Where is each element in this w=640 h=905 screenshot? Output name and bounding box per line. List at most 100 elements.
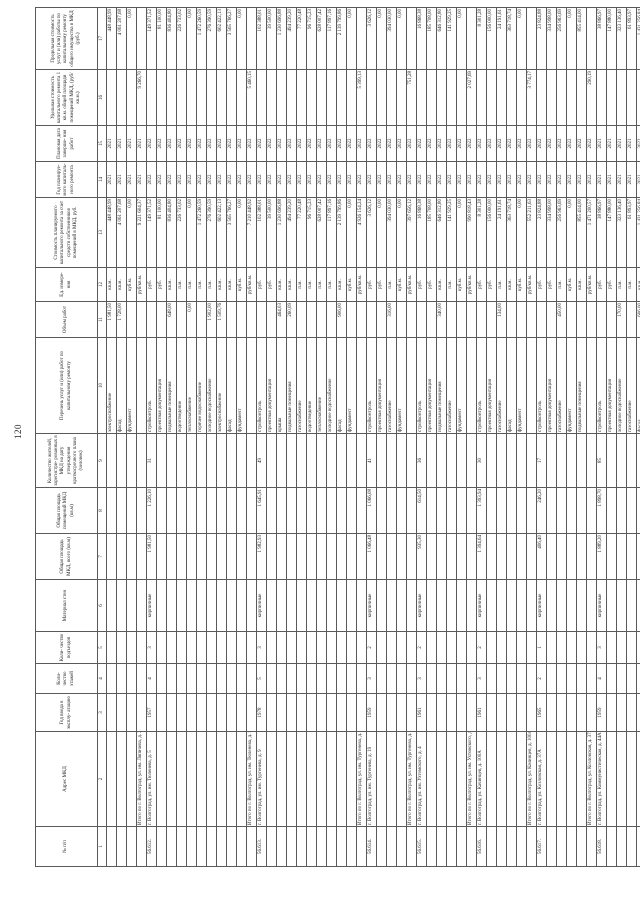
cell-unit_cost (436, 69, 447, 126)
table-row-work: холодное водоснабжение п.м. 117 897,16 2022… (326, 7, 337, 867)
cell-unit_cost (606, 69, 617, 126)
cell-area_total (556, 533, 567, 580)
cell-volume (526, 301, 537, 338)
cell-unit: п.м. (186, 267, 197, 302)
cell-cost: 0,00 (376, 197, 387, 268)
cell-finish_date: 2022 (456, 125, 467, 162)
cell-area_total (586, 533, 597, 580)
cell-volume (456, 301, 467, 338)
cell-unit_cost (416, 69, 427, 126)
cell-work: фундамент (126, 337, 137, 434)
cell-limit_cost: 4 061 207,68 (116, 7, 127, 70)
cell-num (306, 826, 317, 867)
cell-area_premises (196, 487, 207, 534)
cell-finish_date: 2022 (436, 125, 447, 162)
cell-wall_material: кирпичные (536, 579, 547, 632)
cell-limit_cost: 0,00 (566, 7, 577, 70)
cell-num (566, 826, 577, 867)
cell-unit: кв.м. (506, 267, 517, 302)
cell-volume (406, 301, 417, 338)
cell-num (526, 826, 537, 867)
cell-finish_date: 2022 (466, 125, 477, 162)
cell-wall_material (376, 579, 387, 632)
cell-year_built (446, 693, 457, 732)
cell-num (136, 826, 147, 867)
cell-area_total (166, 533, 177, 580)
cell-floors (456, 663, 467, 694)
cell-finish_date: 2022 (576, 125, 587, 162)
cell-work: фундамент (516, 337, 527, 434)
cell-area_total (436, 533, 447, 580)
cell-address: г. Волгоград, ул. им. Тюленева, д. 5 (146, 731, 157, 827)
cell-floors (526, 663, 537, 694)
cell-unit_cost: 9 266,70 (136, 69, 147, 126)
cell-cost: 855 414,00 (576, 197, 587, 268)
cell-address (626, 731, 637, 827)
cell-work: электроснабжение (216, 337, 227, 434)
cell-area_total (456, 533, 467, 580)
cell-work: фасад (336, 337, 347, 434)
cell-num: 56.618. (596, 826, 607, 867)
cell-area_total (336, 533, 347, 580)
cell-finish_date: 2022 (486, 125, 497, 162)
cell-unit: п.м. (386, 267, 397, 302)
cell-unit_cost (226, 69, 237, 126)
table-row-work: электроснабжение 1 509,76 кв.м. 602 422,13 2… (216, 7, 227, 867)
cell-limit_cost: 602 422,13 (216, 7, 227, 70)
cell-limit_cost: 2 139 799,86 (336, 7, 347, 70)
cell-floors (196, 663, 207, 694)
cell-year_built (566, 693, 577, 732)
cell-limit_cost: 24 191,61 (496, 7, 507, 70)
cell-limit_cost: 39 500,00 (266, 7, 277, 70)
cell-volume (326, 301, 337, 338)
cell-floors (246, 663, 257, 694)
cell-limit_cost: 0,00 (396, 7, 407, 70)
cell-floors (266, 663, 277, 694)
cell-num (386, 826, 397, 867)
cell-area_total (376, 533, 387, 580)
cell-area_premises (186, 487, 197, 534)
cell-finish_date: 2021 (606, 125, 617, 162)
cell-wall_material (486, 579, 497, 632)
cell-address (296, 731, 307, 827)
cell-residents (456, 433, 467, 488)
cell-unit_cost (506, 69, 517, 126)
cell-entrances (406, 631, 417, 664)
cell-cost: 38 866,97 (596, 197, 607, 268)
cell-entrances (396, 631, 407, 664)
cell-area_premises (346, 487, 357, 534)
cell-area_premises: 246,20 (536, 487, 547, 534)
cell-floors (106, 663, 117, 694)
cell-cost: 8 301,28 (476, 197, 487, 268)
cell-num (126, 826, 137, 867)
cell-floors: 3 (416, 663, 427, 694)
cell-area_premises (356, 487, 367, 534)
cell-address (316, 731, 327, 827)
cell-wall_material (386, 579, 397, 632)
cell-unit: куб.м. (396, 267, 407, 302)
header-cell-num: № п/п (35, 826, 98, 867)
cell-area_premises (296, 487, 307, 534)
cell-finish_date: 2021 (136, 125, 147, 162)
cell-floors (156, 663, 167, 694)
cell-volume (176, 301, 187, 338)
cell-limit_cost: 0,00 (236, 7, 247, 70)
cell-wall_material: кирпичные (256, 579, 267, 632)
cell-unit_cost (616, 69, 627, 126)
cell-repair_year: 2022 (586, 161, 597, 198)
cell-limit_cost: 226 733,02 (176, 7, 187, 70)
cell-repair_year: 2022 (566, 161, 577, 198)
cell-floors (216, 663, 227, 694)
cell-unit_cost (326, 69, 337, 126)
cell-area_premises: 614,50 (416, 487, 427, 534)
cell-work: газоснабжение (556, 337, 567, 434)
cell-residents: 31 (146, 433, 157, 488)
cell-area_premises (436, 487, 447, 534)
cell-unit: п.м. (326, 267, 337, 302)
cell-unit: п.м. (626, 267, 637, 302)
cell-finish_date: 2021 (596, 125, 607, 162)
header-cell-unit: Ед. измере- ния (35, 267, 98, 302)
cell-area_total (116, 533, 127, 580)
cell-volume (476, 301, 487, 338)
cell-limit_cost: 185 708,00 (426, 7, 437, 70)
